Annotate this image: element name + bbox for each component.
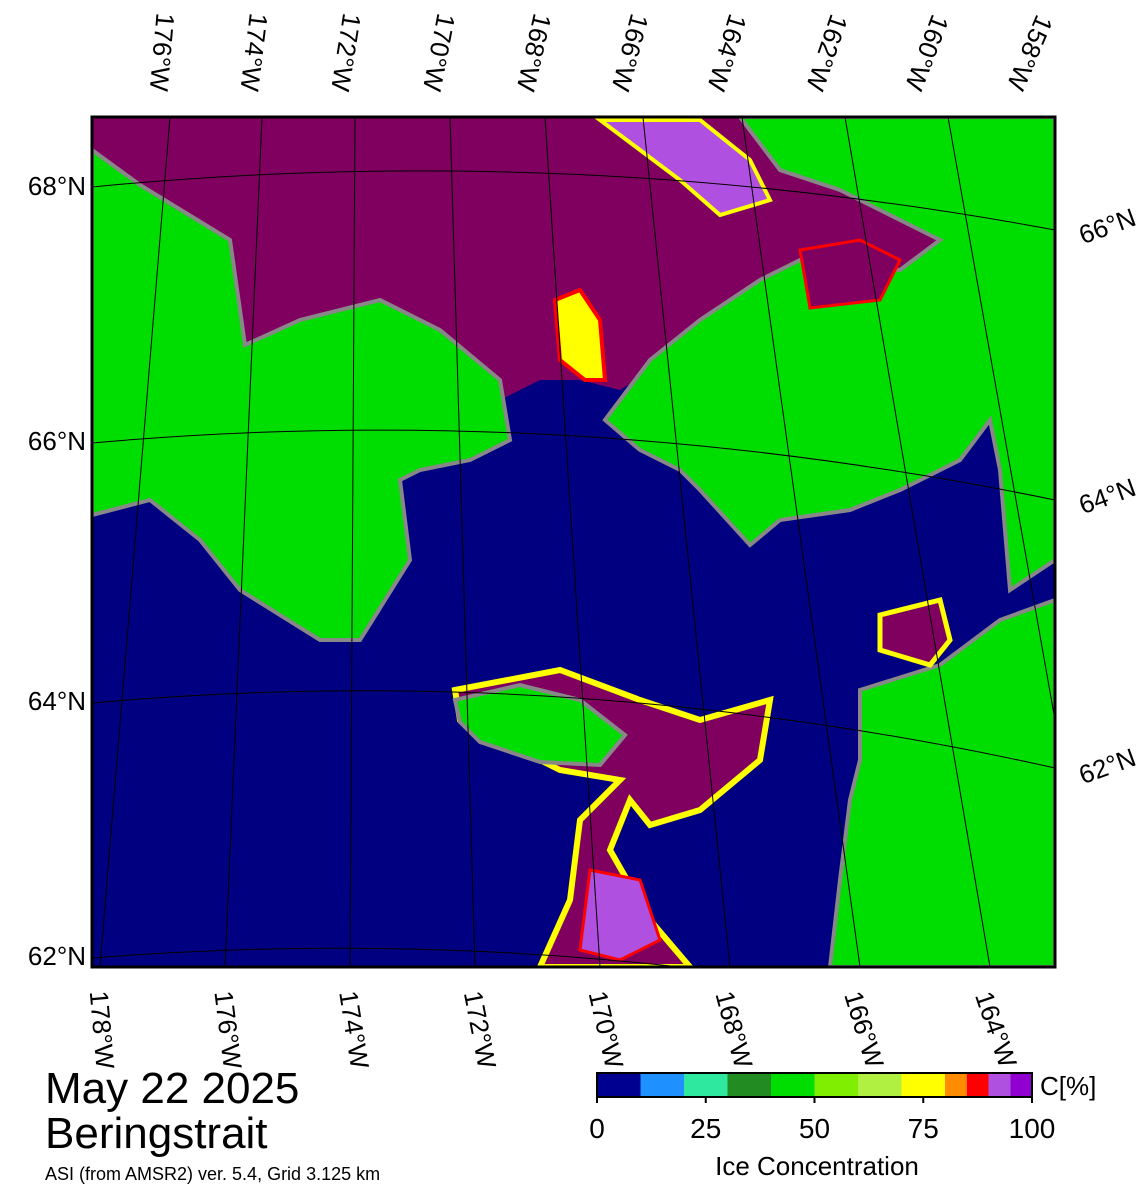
colorbar-swatch (640, 1073, 684, 1097)
lat-label: 62°N (1075, 742, 1140, 790)
lon-label: 176°W (208, 989, 247, 1071)
lon-label: 158°W (1001, 11, 1059, 95)
colorbar-swatch (988, 1073, 1011, 1097)
lon-label: 170°W (583, 988, 630, 1072)
lat-label: 64°N (28, 686, 86, 716)
sea-ice (578, 868, 662, 962)
colorbar-swatch (1010, 1073, 1032, 1097)
colorbar: 0 25 50 75 100 (589, 1072, 1056, 1144)
graticule-line (947, 117, 1055, 721)
sea-ice (877, 596, 953, 668)
lon-label: 166°W (838, 988, 890, 1072)
lon-label: 164°W (969, 987, 1023, 1071)
colorbar-swatch (814, 1073, 858, 1097)
lat-label: 62°N (28, 941, 86, 971)
colorbar-tick-label: 0 (589, 1113, 605, 1144)
lat-label: 66°N (28, 426, 86, 456)
colorbar-swatch (727, 1073, 771, 1097)
colorbar-swatch (597, 1073, 641, 1097)
lon-label: 174°W (234, 12, 273, 94)
colorbar-tick-label: 100 (1009, 1113, 1056, 1144)
land (92, 147, 513, 642)
land (602, 117, 1055, 594)
lon-label: 172°W (458, 988, 502, 1071)
graticule-line (92, 947, 685, 967)
colorbar-swatch (945, 1073, 967, 1097)
graticule-line (544, 117, 601, 967)
lon-label: 176°W (144, 12, 181, 93)
lon-label: 166°W (605, 11, 654, 95)
colorbar-unit: C[%] (1040, 1071, 1096, 1101)
colorbar-label: Ice Concentration (715, 1151, 919, 1181)
colorbar-swatch (966, 1073, 989, 1097)
lon-label: 170°W (417, 11, 461, 94)
graticule-line (224, 117, 263, 967)
colorbar-swatch (684, 1073, 728, 1097)
map-area (92, 117, 1055, 967)
graticule-line (642, 117, 731, 967)
colorbar-tick-label: 75 (908, 1113, 939, 1144)
colorbar-swatch (901, 1073, 945, 1097)
lon-label: 162°W (800, 11, 854, 95)
graticule-line (99, 117, 171, 967)
graticule-line (349, 117, 356, 967)
land (452, 682, 628, 768)
map-date: May 22 2025 (45, 1064, 299, 1113)
lon-label: 164°W (701, 11, 753, 95)
graticule-line (92, 429, 1055, 501)
graticule-line (844, 117, 991, 967)
map-frame (90, 115, 1057, 969)
lat-label: 66°N (1075, 202, 1140, 250)
colorbar-swatch (858, 1073, 902, 1097)
graticule-line (92, 690, 1055, 769)
map-subtitle: ASI (from AMSR2) ver. 5.4, Grid 3.125 km (45, 1164, 380, 1184)
lon-label: 178°W (84, 989, 121, 1070)
lon-label: 168°W (511, 11, 558, 95)
land (827, 597, 1055, 967)
graticule-line (741, 117, 861, 967)
colorbar-tick-label: 25 (690, 1113, 721, 1144)
lat-label: 64°N (1075, 472, 1140, 520)
lat-label: 68°N (28, 171, 86, 201)
graticule (92, 117, 1055, 967)
graticule-line (92, 170, 1055, 231)
lon-label: 172°W (325, 11, 367, 94)
ice-edge (552, 287, 608, 382)
graticule-line (449, 117, 476, 967)
colorbar-swatch (771, 1073, 815, 1097)
map-region: Beringstrait (45, 1109, 268, 1158)
lon-label: 174°W (333, 989, 375, 1072)
lon-label: 160°W (899, 11, 955, 95)
colorbar-tick-label: 50 (799, 1113, 830, 1144)
lon-label: 168°W (709, 988, 758, 1072)
